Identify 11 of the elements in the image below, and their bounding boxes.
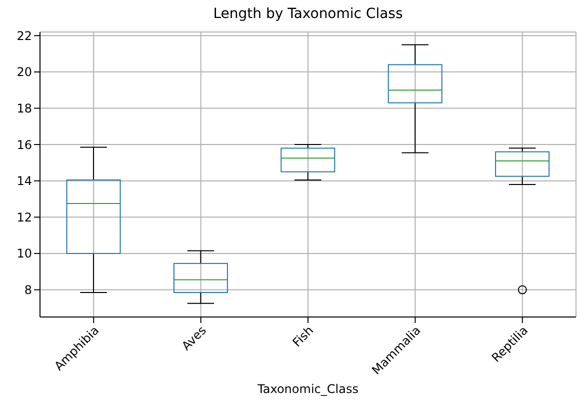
y-tick-label: 8	[24, 283, 32, 298]
y-tick-label: 12	[16, 210, 32, 224]
y-tick-label: 20	[16, 65, 32, 80]
y-tick-label: 14	[16, 174, 32, 188]
y-tick-label: 10	[16, 246, 32, 261]
y-tick-label: 18	[16, 102, 32, 116]
x-tick-label: Fish	[290, 323, 316, 350]
y-tick-label: 22	[16, 28, 32, 43]
y-tick-label: 16	[16, 138, 32, 152]
x-axis-title: Taxonomic_Class	[256, 382, 358, 396]
chart-title: Length by Taxonomic Class	[212, 6, 404, 22]
